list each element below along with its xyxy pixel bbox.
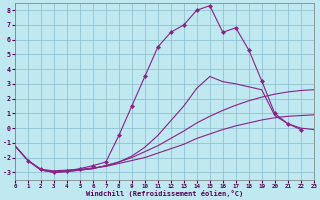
X-axis label: Windchill (Refroidissement éolien,°C): Windchill (Refroidissement éolien,°C) [86, 190, 243, 197]
